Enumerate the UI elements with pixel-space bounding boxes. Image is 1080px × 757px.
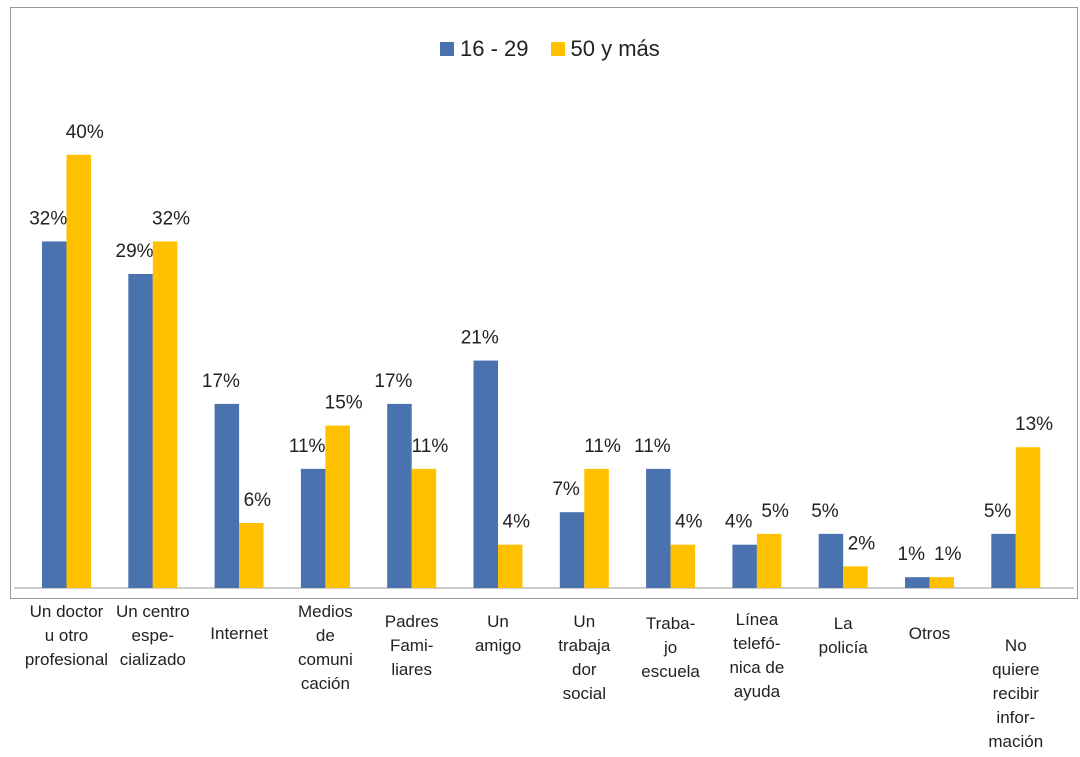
category-label-7: Un trabaja dor social — [558, 612, 611, 703]
category-label-11: Otros — [908, 624, 951, 643]
data-label-series-1-cat-9: 4% — [725, 512, 753, 533]
bar-series-2-cat-11 — [929, 577, 954, 588]
bar-series-1-cat-2 — [128, 273, 153, 588]
bar-series-1-cat-6 — [473, 360, 498, 588]
legend-item-series-1: 16 - 29 — [440, 36, 529, 62]
bar-series-2-cat-8 — [670, 544, 696, 588]
category-label-2: Un centro espe- cializado — [115, 602, 190, 669]
data-label-series-1-cat-6: 21% — [461, 328, 499, 349]
data-label-series-2-cat-5: 11% — [412, 436, 449, 457]
bar-series-1-cat-12 — [991, 533, 1016, 588]
bar-series-2-cat-6 — [498, 544, 523, 588]
bar-series-2-cat-5 — [411, 468, 437, 588]
data-label-series-2-cat-6: 4% — [503, 512, 531, 533]
bar-series-2-cat-1 — [66, 154, 91, 589]
data-label-series-2-cat-4: 15% — [325, 393, 363, 414]
data-label-series-2-cat-10: 2% — [848, 533, 876, 554]
data-label-series-1-cat-11: 1% — [898, 544, 926, 565]
bar-series-1-cat-11 — [905, 577, 930, 588]
category-label-3: Internet — [210, 624, 268, 643]
data-label-series-2-cat-7: 11% — [584, 436, 621, 457]
bar-series-2-cat-2 — [152, 241, 178, 588]
data-label-series-1-cat-1: 32% — [29, 208, 67, 229]
legend-label-series-2: 50 y más — [570, 36, 660, 61]
chart-frame — [10, 7, 1078, 599]
bar-series-1-cat-3 — [214, 403, 240, 588]
bar-series-1-cat-4 — [300, 468, 326, 588]
bar-series-1-cat-5 — [387, 403, 412, 588]
bar-series-1-cat-10 — [818, 533, 844, 588]
data-label-series-2-cat-12: 13% — [1015, 414, 1053, 435]
data-label-series-2-cat-1: 40% — [66, 122, 104, 143]
legend-item-series-2: 50 y más — [550, 36, 660, 62]
chart-legend: 16 - 29 50 y más — [440, 36, 660, 62]
category-label-6: Un amigo — [474, 612, 522, 655]
data-label-series-1-cat-7: 7% — [552, 479, 580, 500]
data-label-series-2-cat-8: 4% — [675, 512, 703, 533]
bar-series-1-cat-1 — [42, 241, 67, 588]
bar-series-2-cat-7 — [584, 468, 609, 588]
category-label-12: No quiere recibir infor- mación — [988, 636, 1044, 751]
data-label-series-1-cat-10: 5% — [811, 501, 839, 522]
category-label-9: Línea telefó- nica de ayuda — [729, 610, 785, 701]
category-label-10: La policía — [818, 614, 868, 657]
data-label-series-2-cat-3: 6% — [244, 490, 272, 511]
category-label-5: Padres Fami- liares — [384, 612, 439, 679]
category-label-8: Traba- jo escuela — [641, 614, 700, 681]
legend-label-series-1: 16 - 29 — [460, 36, 529, 61]
bar-series-1-cat-9 — [732, 544, 757, 588]
data-label-series-2-cat-9: 5% — [761, 501, 789, 522]
bar-series-1-cat-8 — [646, 468, 671, 588]
data-label-series-1-cat-5: 17% — [374, 371, 412, 392]
legend-swatch-series-1 — [440, 42, 454, 56]
category-label-4: Medios de comuni cación — [297, 602, 353, 693]
data-label-series-1-cat-4: 11% — [289, 436, 326, 457]
bar-series-2-cat-10 — [843, 566, 868, 588]
bar-series-2-cat-4 — [325, 425, 350, 588]
bar-series-1-cat-7 — [559, 512, 585, 588]
data-label-series-1-cat-2: 29% — [116, 241, 154, 262]
data-label-series-1-cat-3: 17% — [202, 371, 240, 392]
data-label-series-2-cat-2: 32% — [152, 208, 190, 229]
bar-series-2-cat-9 — [756, 533, 782, 588]
data-label-series-1-cat-8: 11% — [634, 436, 671, 457]
data-label-series-2-cat-11: 1% — [934, 544, 962, 565]
data-label-series-1-cat-12: 5% — [984, 501, 1012, 522]
legend-swatch-series-2 — [550, 42, 565, 56]
category-label-1: Un doctor u otro profesional — [24, 602, 109, 669]
bar-series-2-cat-3 — [239, 523, 264, 588]
bar-series-2-cat-12 — [1015, 447, 1041, 588]
